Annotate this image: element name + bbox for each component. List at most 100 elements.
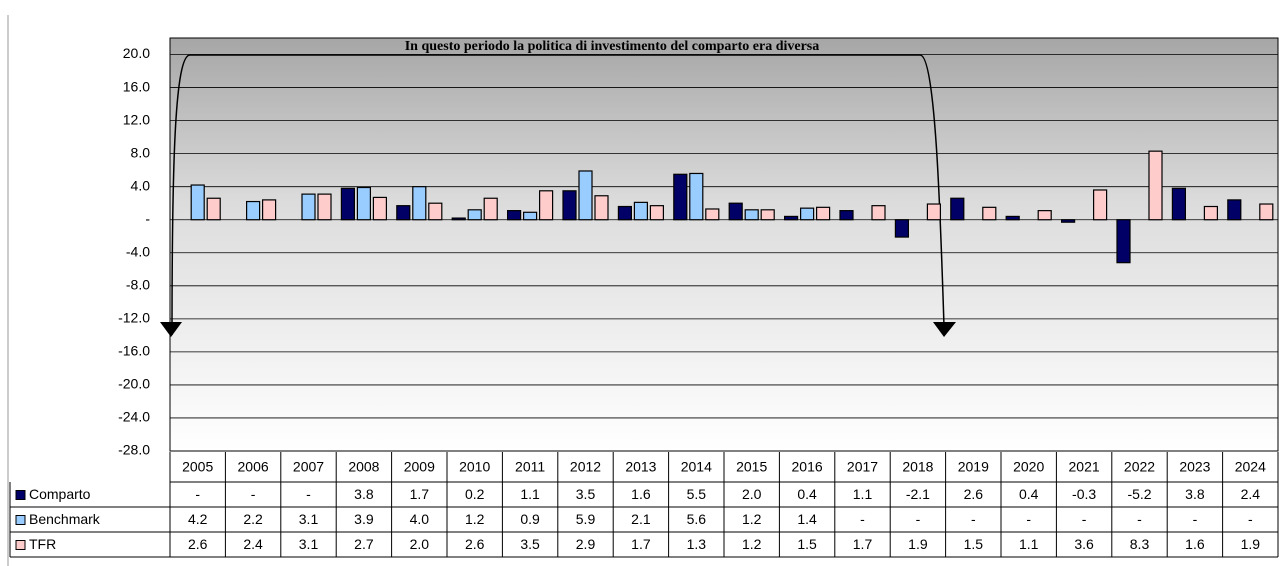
plot-area bbox=[169, 37, 1279, 452]
x-tick-label: 2013 bbox=[625, 459, 656, 475]
legend-key bbox=[15, 490, 26, 500]
data-label: 2.6 bbox=[465, 536, 485, 552]
data-label: 3.9 bbox=[354, 511, 374, 527]
bar bbox=[744, 209, 759, 221]
bar bbox=[412, 186, 427, 221]
bar bbox=[1259, 203, 1274, 221]
data-label: 2.0 bbox=[742, 486, 762, 502]
bar bbox=[839, 210, 854, 221]
data-label: - bbox=[916, 511, 921, 527]
data-label: 2.9 bbox=[576, 536, 596, 552]
bar bbox=[728, 202, 743, 221]
legend-key bbox=[15, 540, 26, 550]
bar bbox=[340, 187, 355, 221]
data-label: 1.1 bbox=[1019, 536, 1039, 552]
bar bbox=[1227, 199, 1242, 221]
bar bbox=[673, 173, 688, 221]
bar bbox=[799, 207, 815, 221]
y-tick-label: -28.0 bbox=[118, 442, 150, 458]
x-tick-label: 2015 bbox=[736, 459, 767, 475]
data-label: - bbox=[1137, 511, 1142, 527]
data-label: 2.6 bbox=[188, 536, 208, 552]
data-label: 1.7 bbox=[853, 536, 873, 552]
data-label: -0.3 bbox=[1072, 486, 1096, 502]
data-label: 1.6 bbox=[1185, 536, 1205, 552]
data-label: 3.5 bbox=[520, 536, 540, 552]
data-label: - bbox=[1082, 511, 1087, 527]
bar bbox=[262, 199, 277, 221]
bar bbox=[1060, 219, 1076, 223]
x-tick-label: 2009 bbox=[404, 459, 435, 475]
legend-label: Comparto bbox=[29, 486, 91, 502]
data-label: 2.6 bbox=[964, 486, 984, 502]
data-label: 3.1 bbox=[299, 511, 319, 527]
data-label: 1.3 bbox=[687, 536, 707, 552]
data-label: 1.1 bbox=[520, 486, 540, 502]
x-tick-label: 2011 bbox=[515, 459, 545, 475]
bar bbox=[467, 209, 482, 221]
bar bbox=[1148, 150, 1163, 221]
bar bbox=[483, 197, 498, 221]
legend-label: TFR bbox=[29, 536, 56, 552]
y-tick-label: -4.0 bbox=[126, 243, 150, 259]
bar bbox=[871, 205, 886, 221]
data-label: 3.6 bbox=[1074, 536, 1094, 552]
bar bbox=[1005, 215, 1020, 221]
x-tick-label: 2005 bbox=[182, 459, 213, 475]
data-label: 2.0 bbox=[410, 536, 430, 552]
bar bbox=[301, 193, 316, 221]
data-label: 8.3 bbox=[1130, 536, 1150, 552]
data-label: 3.5 bbox=[576, 486, 596, 502]
y-tick-label: -12.0 bbox=[118, 310, 150, 326]
period-bracket bbox=[171, 54, 945, 336]
bar bbox=[633, 201, 649, 221]
data-label: 1.9 bbox=[908, 536, 928, 552]
data-label: - bbox=[306, 486, 311, 502]
bar bbox=[356, 186, 371, 221]
bar bbox=[372, 196, 387, 221]
y-tick-label: -20.0 bbox=[118, 376, 150, 392]
y-tick-label: 12.0 bbox=[123, 111, 150, 127]
data-label: -5.2 bbox=[1127, 486, 1151, 502]
data-label: 1.2 bbox=[465, 511, 485, 527]
data-label: 1.2 bbox=[742, 511, 762, 527]
data-label: 0.2 bbox=[465, 486, 485, 502]
bar bbox=[815, 206, 831, 221]
bar bbox=[396, 205, 411, 221]
data-label: 1.7 bbox=[410, 486, 430, 502]
x-tick-label: 2021 bbox=[1069, 459, 1100, 475]
bar bbox=[317, 193, 332, 221]
bar bbox=[982, 206, 997, 221]
bar bbox=[1116, 219, 1131, 264]
data-label: 0.4 bbox=[797, 486, 817, 502]
y-tick-label: 20.0 bbox=[123, 45, 150, 61]
data-label: -2.1 bbox=[906, 486, 930, 502]
data-label: 2.1 bbox=[631, 511, 651, 527]
bar bbox=[507, 210, 522, 221]
data-label: 4.0 bbox=[410, 511, 430, 527]
data-label: 2.7 bbox=[354, 536, 374, 552]
y-tick-label: 8.0 bbox=[131, 144, 151, 160]
legend-label: Benchmark bbox=[29, 511, 101, 527]
bar bbox=[760, 209, 775, 221]
data-label: 2.2 bbox=[243, 511, 263, 527]
bar bbox=[428, 202, 443, 221]
x-tick-label: 2022 bbox=[1124, 459, 1155, 475]
data-label: 1.9 bbox=[1241, 536, 1261, 552]
bar bbox=[1092, 189, 1108, 221]
x-tick-label: 2016 bbox=[792, 459, 823, 475]
data-label: - bbox=[1193, 511, 1198, 527]
x-tick-label: 2023 bbox=[1179, 459, 1210, 475]
data-label: 1.5 bbox=[797, 536, 817, 552]
data-label: 5.6 bbox=[687, 511, 707, 527]
y-tick-label: 16.0 bbox=[123, 78, 150, 94]
y-tick-label: 4.0 bbox=[131, 177, 151, 193]
bar bbox=[562, 190, 577, 221]
bar bbox=[578, 170, 593, 221]
bar bbox=[705, 208, 720, 221]
bar bbox=[594, 195, 609, 221]
data-label: 1.7 bbox=[631, 536, 651, 552]
bar bbox=[617, 205, 633, 221]
bar bbox=[926, 203, 942, 221]
